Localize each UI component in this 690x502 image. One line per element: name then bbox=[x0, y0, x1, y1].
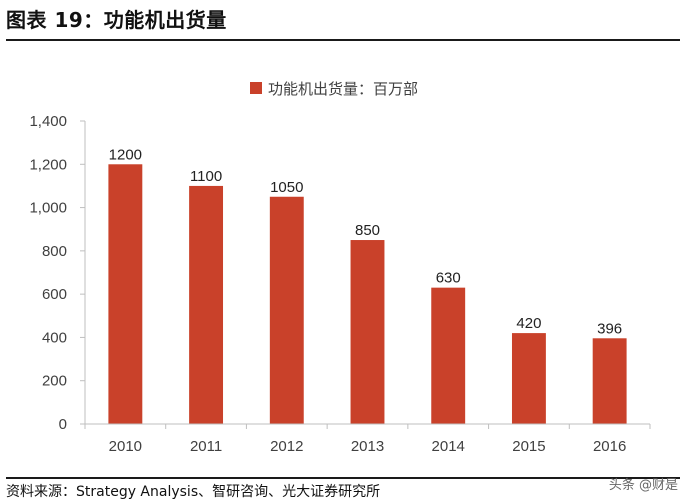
x-tick-label: 2013 bbox=[351, 438, 384, 455]
legend-label: 功能机出货量：百万部 bbox=[268, 80, 418, 98]
y-axis: 0 200 400 600 800 1,000 1,200 1,400 bbox=[29, 113, 86, 433]
y-tick-label: 200 bbox=[42, 373, 67, 390]
bar-2015 bbox=[511, 333, 546, 424]
bottom-rule bbox=[6, 477, 680, 479]
y-tick-label: 1,400 bbox=[29, 113, 67, 130]
x-tick-label: 2014 bbox=[432, 438, 465, 455]
data-label-2013: 850 bbox=[355, 222, 380, 239]
legend: 功能机出货量：百万部 bbox=[250, 80, 418, 98]
data-label-2012: 1050 bbox=[270, 179, 303, 196]
bar-2011 bbox=[189, 185, 224, 424]
data-label-2010: 1200 bbox=[109, 146, 142, 163]
bar-2013 bbox=[350, 240, 385, 424]
bar-2014 bbox=[431, 287, 466, 424]
x-tick-label: 2012 bbox=[270, 438, 303, 455]
bar-chart: 功能机出货量：百万部 02004006008001,0001,2001,400 … bbox=[29, 80, 651, 455]
watermark: 头条 @财是 bbox=[608, 478, 678, 493]
x-tick-label: 2010 bbox=[109, 438, 142, 455]
bar-2010 bbox=[108, 164, 143, 424]
data-label-2011: 1100 bbox=[190, 168, 222, 185]
x-tick-label: 2011 bbox=[190, 438, 222, 455]
y-tick-label: 1,200 bbox=[29, 156, 67, 173]
y-tick-label: 0 bbox=[59, 416, 67, 433]
x-axis: 2010 2011 2012 2013 2014 2015 2016 bbox=[84, 423, 651, 455]
bars: 1200 1100 1050 850 630 420 396 bbox=[108, 146, 627, 424]
bar-2012 bbox=[269, 196, 304, 424]
legend-swatch bbox=[250, 82, 262, 94]
x-tick-label: 2015 bbox=[512, 438, 545, 455]
top-rule bbox=[6, 39, 680, 41]
y-tick-label: 1,000 bbox=[29, 200, 67, 217]
data-label-2016: 396 bbox=[597, 320, 622, 337]
y-tick-label: 400 bbox=[42, 329, 67, 346]
y-tick-label: 600 bbox=[42, 286, 67, 303]
x-tick-label: 2016 bbox=[593, 438, 626, 455]
source-note: 资料来源：Strategy Analysis、智研咨询、光大证券研究所 bbox=[6, 484, 381, 500]
y-tick-label: 800 bbox=[42, 243, 67, 260]
data-label-2014: 630 bbox=[436, 270, 461, 287]
bar-2016 bbox=[592, 338, 627, 424]
figure-title: 图表 19：功能机出货量 bbox=[6, 8, 227, 32]
data-label-2015: 420 bbox=[516, 315, 541, 332]
